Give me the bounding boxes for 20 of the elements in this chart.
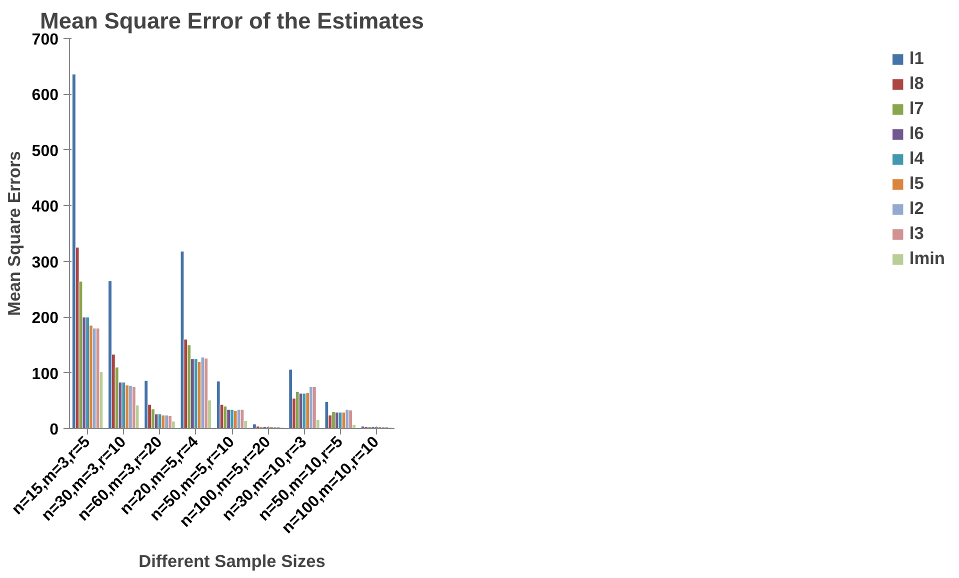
y-tick-label: 600 xyxy=(32,87,59,104)
legend-label: l8 xyxy=(909,73,925,94)
legend-label: l3 xyxy=(909,223,925,244)
legend-label: l6 xyxy=(909,123,925,144)
legend-label: lmin xyxy=(909,248,945,269)
x-axis-title: Different Sample Sizes xyxy=(138,551,326,572)
y-tick-label: 200 xyxy=(32,310,59,328)
y-tick-label: 400 xyxy=(32,198,59,216)
chart-title: Mean Square Error of the Estimates xyxy=(40,8,424,34)
y-tick-label: 700 xyxy=(32,32,59,48)
y-tick-label: 300 xyxy=(32,254,59,272)
legend-label: l2 xyxy=(909,198,925,219)
y-tick-label: 0 xyxy=(50,422,59,438)
legend-label: l1 xyxy=(909,48,925,69)
y-tick-label: 500 xyxy=(32,142,59,160)
legend-label: l7 xyxy=(909,98,925,119)
y-tick-label: 100 xyxy=(32,366,59,383)
legend-label: l4 xyxy=(909,148,925,169)
y-axis-title: Mean Square Errors xyxy=(4,151,24,316)
legend-label: l5 xyxy=(909,173,925,194)
